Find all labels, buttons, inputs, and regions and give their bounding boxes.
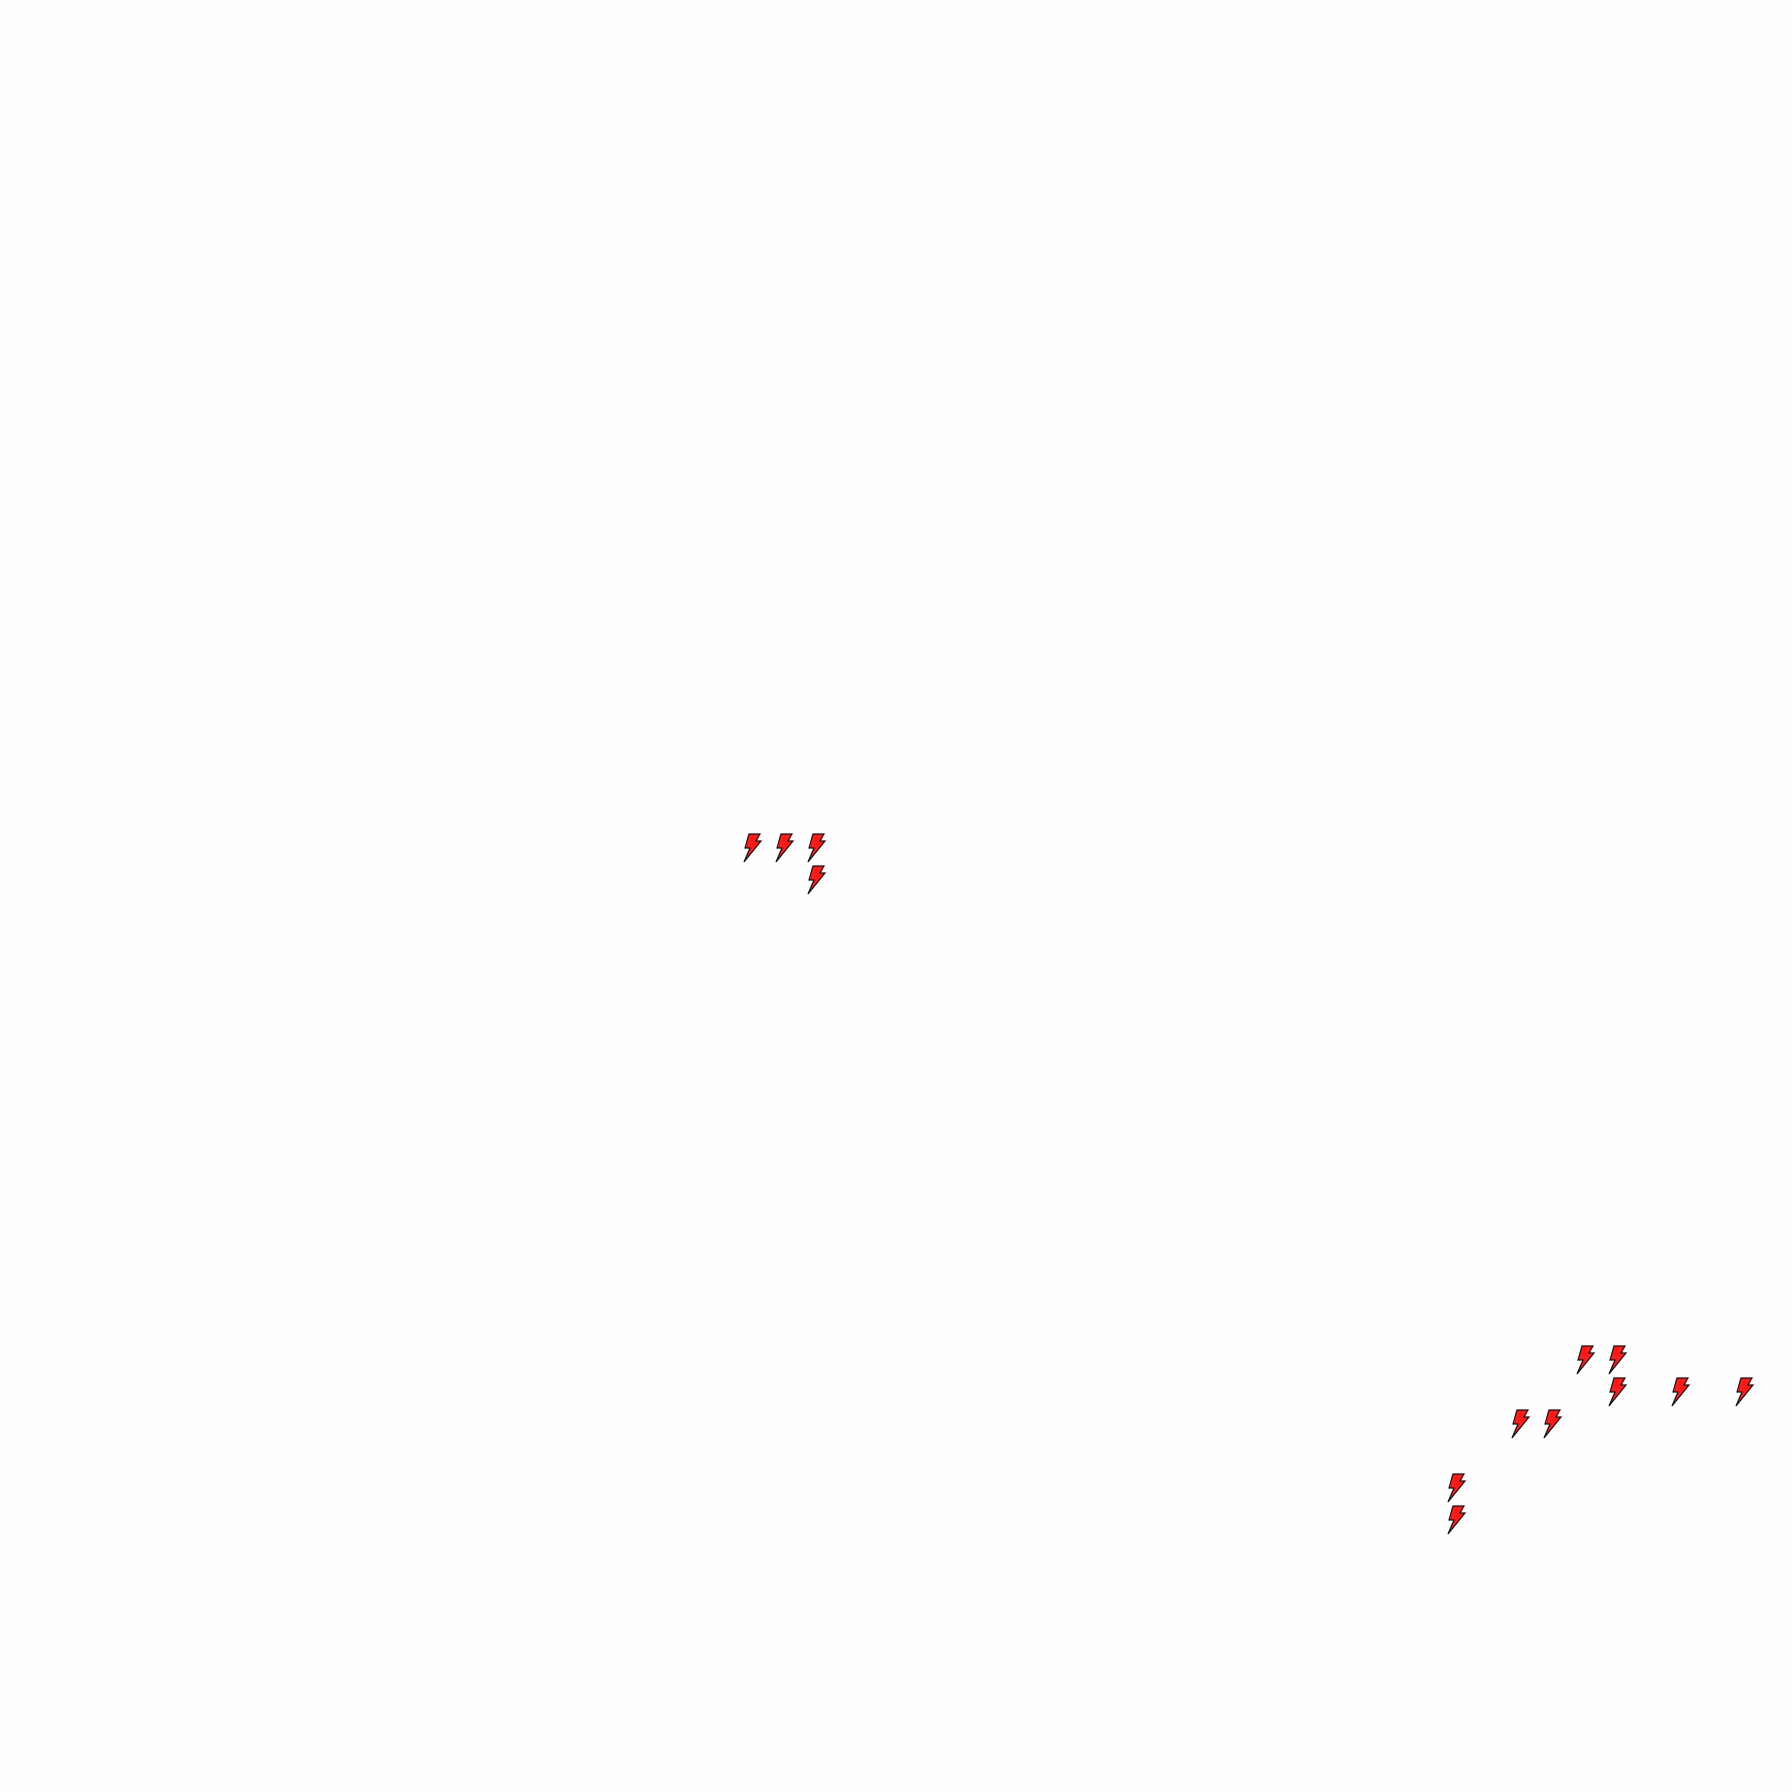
lightning-bolt-icon[interactable]: [1543, 1409, 1562, 1439]
lightning-bolt-icon[interactable]: [807, 865, 826, 895]
lightning-bolt-icon[interactable]: [1511, 1409, 1530, 1439]
lightning-bolt-icon[interactable]: [775, 833, 794, 863]
lightning-bolt-icon[interactable]: [807, 833, 826, 863]
lightning-bolt-icon[interactable]: [1447, 1505, 1466, 1535]
lightning-bolt-icon[interactable]: [1608, 1345, 1627, 1375]
lightning-bolt-icon[interactable]: [1735, 1377, 1754, 1407]
lightning-bolt-icon[interactable]: [1447, 1473, 1466, 1503]
lightning-bolt-icon[interactable]: [1608, 1377, 1627, 1407]
lightning-bolt-icon[interactable]: [1671, 1377, 1690, 1407]
lightning-bolt-icon[interactable]: [743, 833, 762, 863]
lightning-bolt-icon[interactable]: [1576, 1345, 1595, 1375]
